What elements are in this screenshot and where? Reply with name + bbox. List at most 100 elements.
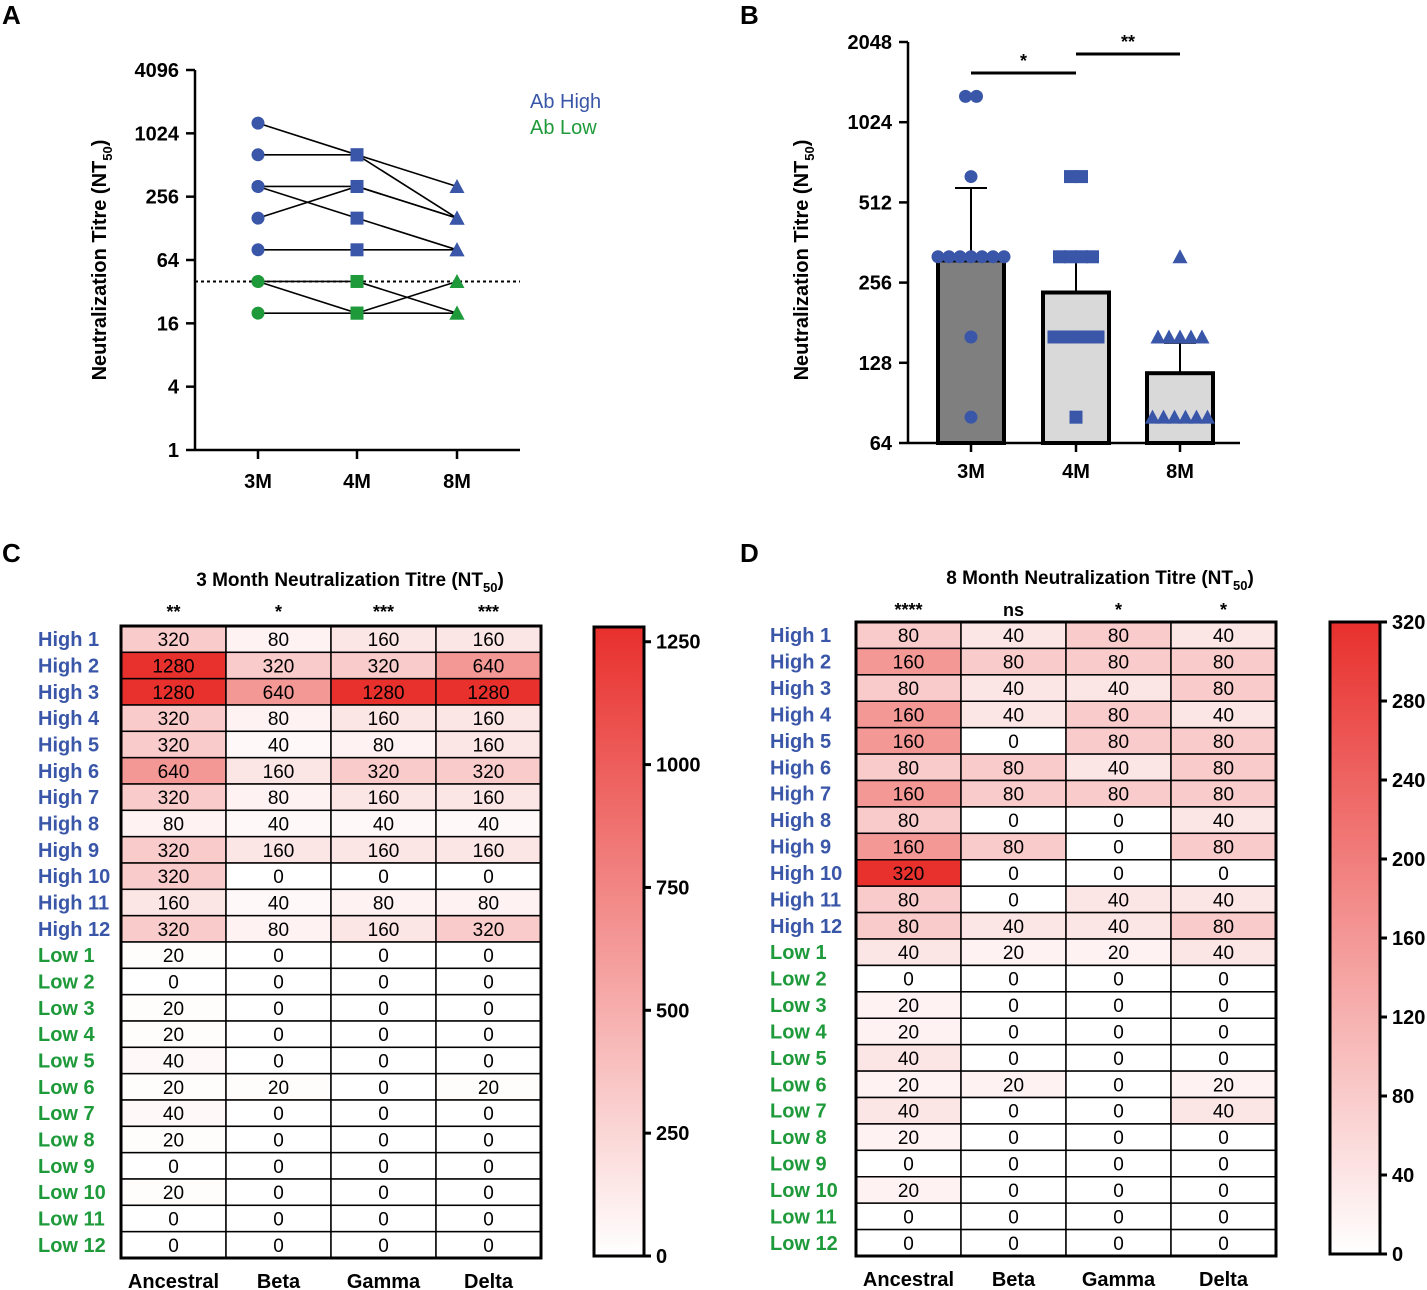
data-point — [964, 410, 978, 424]
cell-value: 20 — [898, 1181, 919, 1202]
heatmap-cell — [225, 941, 332, 970]
heatmap-cell — [855, 1123, 962, 1152]
heatmap-cell — [1170, 859, 1277, 887]
heatmap-cell — [330, 1125, 437, 1154]
heatmap-cell — [960, 753, 1067, 782]
heatmap-cell — [1170, 753, 1277, 782]
heatmap-cell — [1170, 647, 1277, 676]
heatmap-cell — [120, 1178, 227, 1207]
cell-value: 20 — [1108, 943, 1129, 964]
cell-value: 160 — [473, 788, 505, 809]
cell-value: 40 — [1108, 917, 1129, 938]
heatmap-cell — [120, 1099, 227, 1128]
heatmap-cell — [1065, 991, 1172, 1019]
row-label: High 9 — [770, 837, 831, 859]
row-label: Low 1 — [770, 942, 827, 964]
cell-value: 20 — [163, 999, 184, 1020]
cell-value: 0 — [1218, 1207, 1229, 1228]
cell-value: 80 — [898, 917, 919, 938]
cell-value: 0 — [1218, 1234, 1229, 1255]
significance-label: **** — [894, 600, 922, 620]
cell-value: 320 — [158, 920, 190, 941]
row-label: High 1 — [38, 629, 99, 651]
row-label: Low 8 — [38, 1130, 95, 1152]
data-point — [1075, 170, 1088, 184]
y-tick-label: 256 — [859, 273, 892, 295]
cell-value: 0 — [483, 1236, 494, 1257]
cell-value: 0 — [378, 1078, 389, 1099]
data-point — [251, 243, 265, 257]
data-point — [350, 243, 364, 257]
row-label: High 1 — [770, 625, 831, 647]
y-axis-title-sub: 50 — [100, 146, 115, 160]
heatmap-cell — [1170, 911, 1277, 940]
heatmap-cell — [1065, 647, 1172, 676]
cell-value: 0 — [378, 1210, 389, 1231]
cell-value: 320 — [158, 736, 190, 757]
y-tick-label: 16 — [157, 313, 179, 335]
cell-value: 320 — [158, 841, 190, 862]
colorbar-tick-label: 200 — [1392, 849, 1425, 871]
data-point — [1156, 409, 1171, 424]
cell-value: 0 — [1218, 1181, 1229, 1202]
cell-value: 160 — [893, 705, 925, 726]
x-tick-label: 3M — [957, 461, 985, 483]
row-label: Low 3 — [770, 995, 827, 1017]
cell-value: 40 — [1213, 1102, 1234, 1123]
panel-b-bar-chart: 64 128 256 512 1024 2048 3M 4M 8M Neutralization … — [791, 32, 1240, 483]
cell-value: 20 — [478, 1078, 499, 1099]
y-tick-label: 64 — [157, 250, 180, 272]
cell-value: 20 — [1003, 1075, 1024, 1096]
data-point — [1069, 410, 1083, 424]
cell-value: 0 — [483, 946, 494, 967]
cell-value: 40 — [1108, 758, 1129, 779]
cell-value: 160 — [368, 920, 400, 941]
cell-value: 40 — [898, 943, 919, 964]
data-point — [1064, 250, 1077, 264]
data-point — [1178, 409, 1193, 424]
heatmap-cell — [855, 1176, 962, 1204]
row-label: Low 5 — [38, 1051, 95, 1073]
row-label: Low 6 — [770, 1074, 827, 1096]
data-point — [1064, 170, 1077, 184]
cell-value: 40 — [373, 815, 394, 836]
cell-value: 0 — [273, 973, 284, 994]
cell-value: 640 — [263, 683, 295, 704]
y-axis-title-close: ) — [89, 140, 111, 147]
cell-value: 80 — [1108, 705, 1129, 726]
cell-value: 80 — [1213, 758, 1234, 779]
heatmap-cell — [960, 1149, 1067, 1178]
cell-value: 160 — [473, 841, 505, 862]
heatmap-cell — [1065, 911, 1172, 940]
cell-value: 160 — [368, 630, 400, 651]
row-label: Low 3 — [38, 998, 95, 1020]
y-axis-title: Neutralization Titre (NT50) — [791, 140, 817, 381]
data-point — [449, 242, 465, 257]
heatmap-cell — [435, 1099, 542, 1128]
cell-value: 0 — [1218, 864, 1229, 885]
cell-value: 80 — [1003, 758, 1024, 779]
heatmap-cell — [855, 832, 962, 861]
cell-value: 0 — [1008, 890, 1019, 911]
heatmap-cell — [330, 783, 437, 812]
row-label: High 8 — [770, 810, 831, 832]
row-label: Low 2 — [38, 972, 95, 994]
row-label: High 4 — [38, 708, 100, 730]
heatmap-cell — [855, 700, 962, 729]
cell-value: 1280 — [152, 683, 194, 704]
x-tick-label: 4M — [1062, 461, 1090, 483]
cell-value: 0 — [903, 970, 914, 991]
cell-value: 0 — [378, 1157, 389, 1178]
cell-value: 0 — [1008, 1022, 1019, 1043]
cell-value: 0 — [483, 1131, 494, 1152]
y-tick-label: 1 — [168, 440, 179, 462]
column-label: Ancestral — [128, 1271, 219, 1290]
data-point — [986, 250, 1000, 264]
cell-value: 0 — [903, 1207, 914, 1228]
data-point — [1189, 409, 1204, 424]
cell-value: 80 — [898, 811, 919, 832]
heatmap-cell — [960, 1096, 1067, 1125]
row-label: Low 4 — [38, 1024, 96, 1046]
data-point — [959, 89, 972, 103]
